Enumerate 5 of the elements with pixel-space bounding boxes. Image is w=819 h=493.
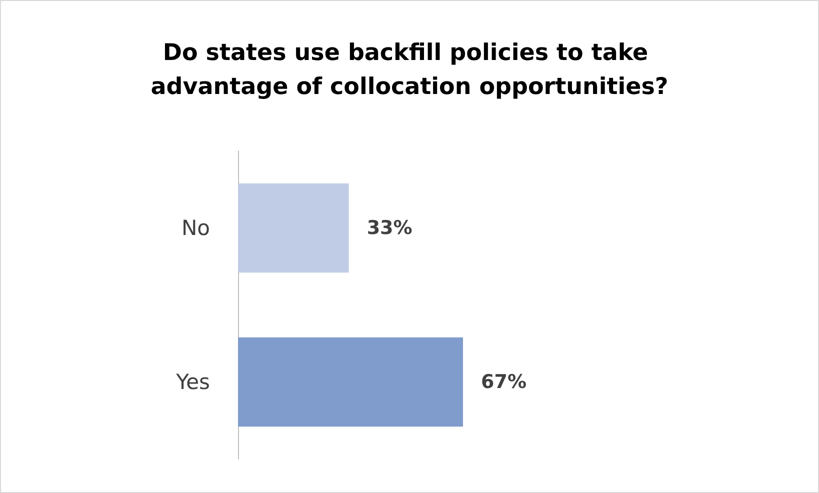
data-label: 67% (481, 371, 526, 393)
y-tick-label: Yes (175, 370, 210, 394)
data-label: 33% (366, 217, 412, 239)
y-tick-label: No (181, 216, 210, 240)
chart-title: Do states use backfill policies to take advantage of collocation opportunities? (150, 40, 668, 100)
